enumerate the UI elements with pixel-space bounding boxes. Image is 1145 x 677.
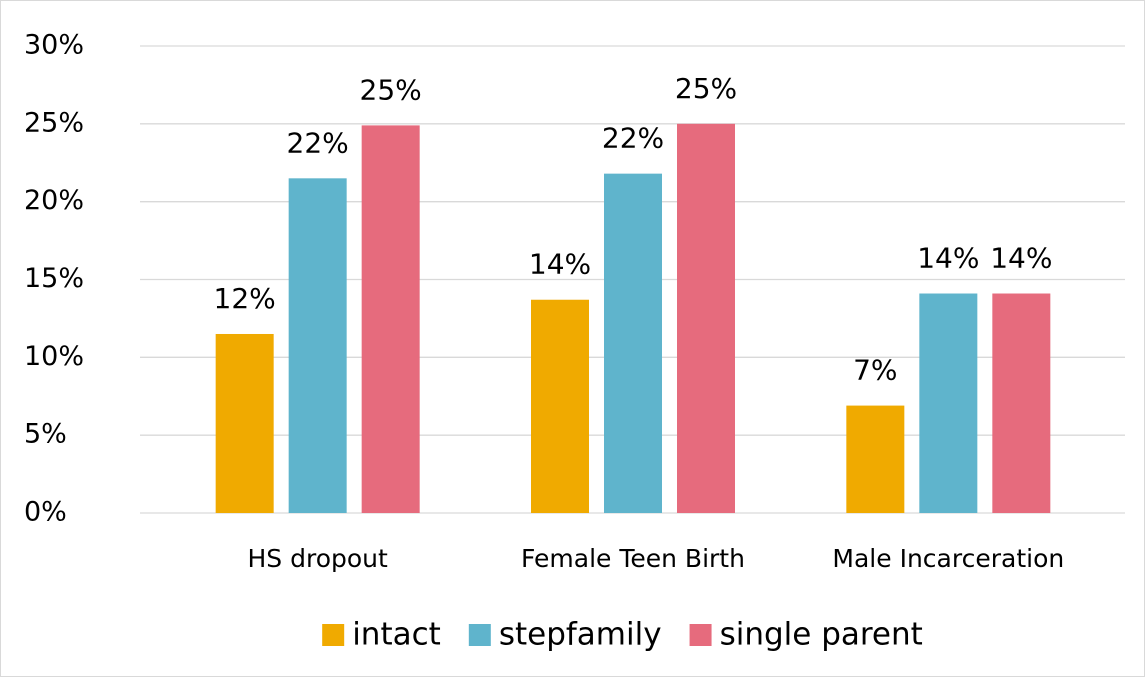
x-tick-label: Male Incarceration <box>832 544 1064 573</box>
value-label: 14% <box>990 242 1052 275</box>
bar <box>604 173 662 513</box>
value-label: 14% <box>917 242 979 275</box>
bar <box>846 405 905 513</box>
y-tick-label: 25% <box>24 107 84 138</box>
legend-label: single parent <box>720 617 923 653</box>
y-tick-label: 15% <box>24 263 84 294</box>
legend-swatch <box>322 624 345 646</box>
value-label: 12% <box>214 282 276 315</box>
bar <box>215 333 274 513</box>
value-label: 22% <box>287 126 349 159</box>
y-tick-label: 0% <box>24 497 67 528</box>
y-tick-label: 5% <box>24 419 67 450</box>
legend-label: intact <box>352 617 441 653</box>
bar <box>531 299 589 513</box>
x-tick-label: Female Teen Birth <box>521 544 745 573</box>
value-label: 7% <box>853 354 897 387</box>
y-tick-label: 10% <box>24 341 84 372</box>
legend-swatch <box>468 624 491 646</box>
y-tick-label: 20% <box>24 185 84 216</box>
legend-label: stepfamily <box>499 617 662 653</box>
bar <box>288 178 347 514</box>
bar <box>677 123 735 513</box>
value-label: 22% <box>602 122 664 155</box>
value-label: 14% <box>529 248 591 281</box>
value-label: 25% <box>675 72 737 105</box>
value-label: 25% <box>360 73 422 106</box>
legend-swatch <box>689 624 712 646</box>
x-tick-label: HS dropout <box>248 544 389 573</box>
bar <box>919 293 978 513</box>
y-tick-label: 30% <box>24 30 84 61</box>
bar <box>992 293 1051 513</box>
bar <box>361 125 420 513</box>
